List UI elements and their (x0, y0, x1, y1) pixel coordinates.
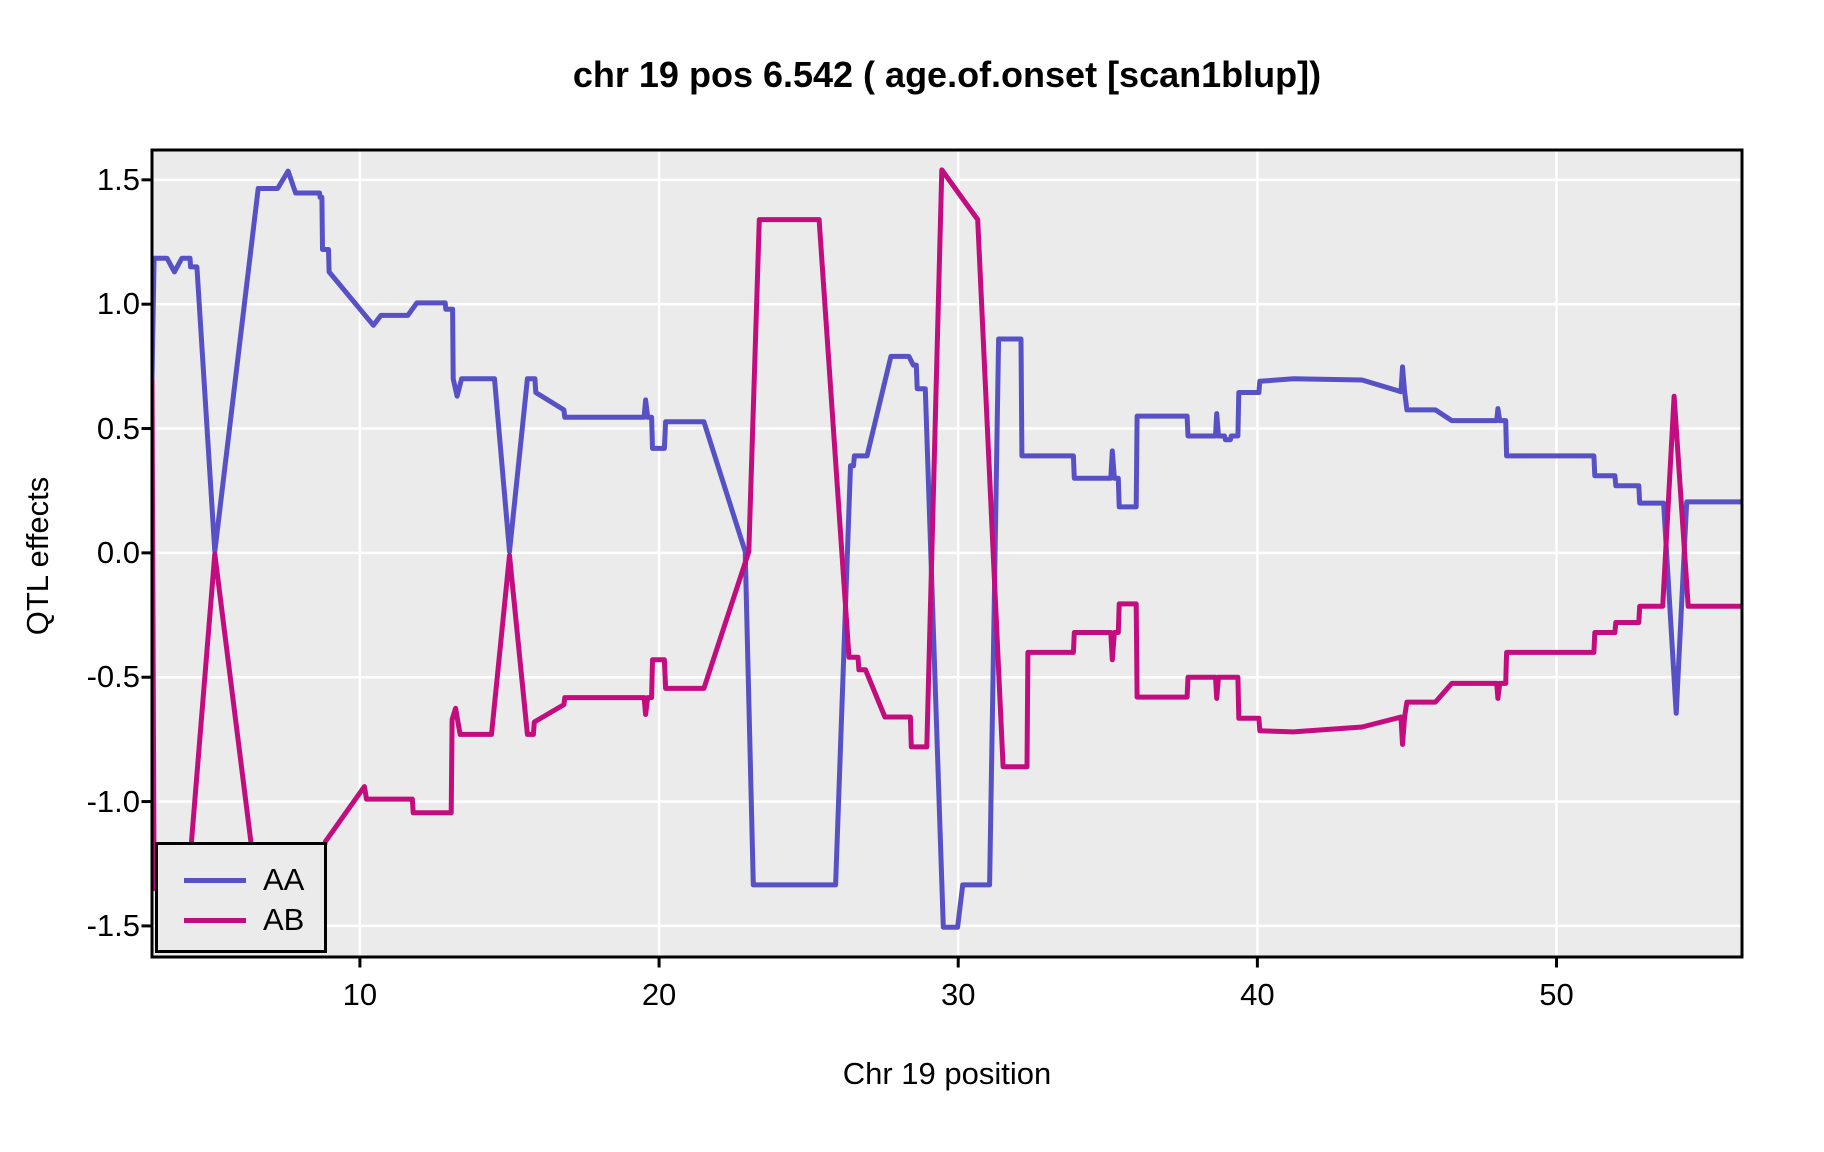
x-tick-label: 50 (1539, 977, 1574, 1012)
x-axis-title: Chr 19 position (842, 1056, 1052, 1091)
ab-line-swatch (184, 917, 246, 923)
y-tick-label: 1.5 (96, 161, 140, 197)
y-tick-label: 1.0 (96, 286, 140, 322)
y-tick-label: 0.0 (96, 534, 140, 570)
x-tick-label: 30 (940, 977, 976, 1012)
y-tick-label: -1.5 (86, 907, 140, 943)
x-tick-label: 20 (641, 977, 677, 1012)
x-tick-label: 10 (342, 977, 378, 1012)
series-line-aa (152, 168, 1742, 930)
panel-border (150, 148, 1744, 959)
aa-line-swatch (184, 877, 246, 883)
chart-title: chr 19 pos 6.542 ( age.of.onset [scan1bl… (572, 54, 1322, 95)
legend-item-aa: AA (158, 862, 324, 898)
y-tick-label: -1.0 (86, 783, 140, 819)
y-tick-label: 0.5 (96, 410, 140, 446)
y-tick-label: -0.5 (86, 659, 140, 695)
legend-item-ab: AB (158, 902, 324, 938)
legend-label-ab: AB (263, 902, 305, 937)
legend: AA AB (155, 842, 327, 953)
x-tick-label: 40 (1240, 977, 1275, 1012)
series-line-ab (152, 167, 1742, 934)
legend-label-aa: AA (263, 862, 305, 897)
